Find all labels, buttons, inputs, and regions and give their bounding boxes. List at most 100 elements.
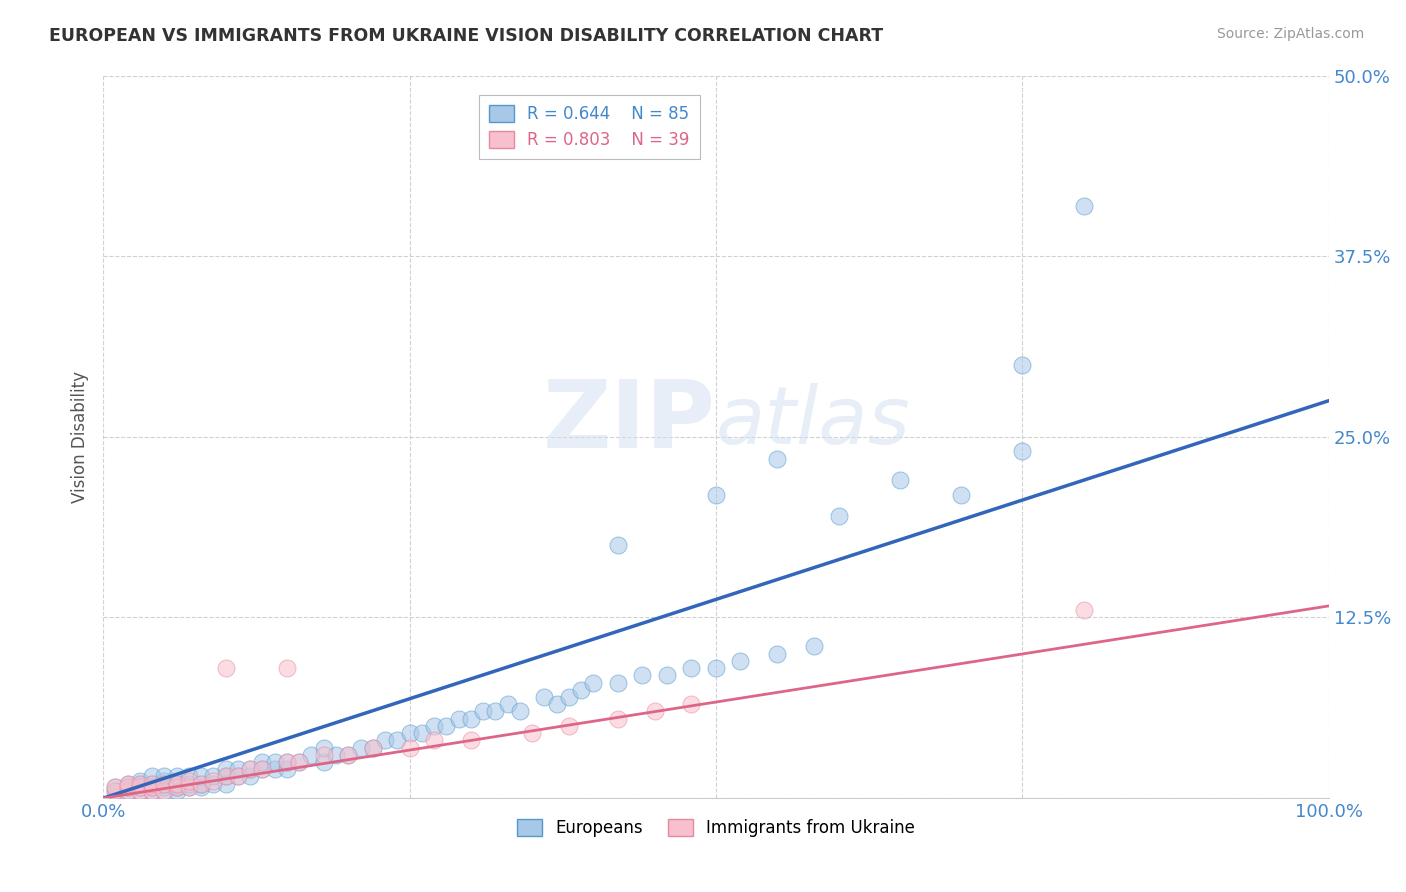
Point bbox=[129, 784, 152, 798]
Point bbox=[496, 697, 519, 711]
Point bbox=[215, 777, 238, 791]
Point bbox=[766, 451, 789, 466]
Point bbox=[252, 755, 274, 769]
Point bbox=[546, 697, 568, 711]
Point bbox=[337, 747, 360, 762]
Point bbox=[301, 747, 323, 762]
Point bbox=[606, 712, 628, 726]
Point bbox=[582, 675, 605, 690]
Point bbox=[827, 509, 849, 524]
Point bbox=[312, 755, 335, 769]
Point bbox=[1011, 444, 1033, 458]
Point bbox=[766, 647, 789, 661]
Point bbox=[177, 780, 200, 794]
Point bbox=[704, 661, 727, 675]
Point bbox=[484, 705, 506, 719]
Point bbox=[141, 769, 163, 783]
Text: ZIP: ZIP bbox=[543, 376, 716, 468]
Point bbox=[312, 747, 335, 762]
Point bbox=[129, 784, 152, 798]
Point bbox=[325, 747, 347, 762]
Point bbox=[387, 733, 409, 747]
Point bbox=[202, 777, 225, 791]
Point bbox=[117, 780, 139, 794]
Point bbox=[569, 682, 592, 697]
Point bbox=[239, 762, 262, 776]
Point bbox=[141, 777, 163, 791]
Point bbox=[263, 762, 285, 776]
Point bbox=[166, 777, 188, 791]
Point bbox=[803, 640, 825, 654]
Point bbox=[472, 705, 495, 719]
Point bbox=[644, 705, 666, 719]
Point bbox=[202, 773, 225, 788]
Point bbox=[423, 719, 446, 733]
Point bbox=[276, 762, 298, 776]
Point bbox=[104, 784, 127, 798]
Point bbox=[655, 668, 678, 682]
Point bbox=[276, 661, 298, 675]
Point bbox=[153, 784, 176, 798]
Point bbox=[117, 784, 139, 798]
Point bbox=[153, 777, 176, 791]
Point bbox=[117, 784, 139, 798]
Point bbox=[252, 762, 274, 776]
Point bbox=[533, 690, 555, 704]
Point bbox=[153, 777, 176, 791]
Point bbox=[153, 769, 176, 783]
Point bbox=[141, 777, 163, 791]
Point bbox=[129, 777, 152, 791]
Point bbox=[460, 712, 482, 726]
Point bbox=[398, 726, 420, 740]
Point bbox=[215, 769, 238, 783]
Point bbox=[190, 777, 212, 791]
Point bbox=[434, 719, 457, 733]
Point bbox=[447, 712, 470, 726]
Point bbox=[681, 661, 703, 675]
Text: EUROPEAN VS IMMIGRANTS FROM UKRAINE VISION DISABILITY CORRELATION CHART: EUROPEAN VS IMMIGRANTS FROM UKRAINE VISI… bbox=[49, 27, 883, 45]
Point bbox=[730, 654, 752, 668]
Point bbox=[104, 784, 127, 798]
Point bbox=[215, 661, 238, 675]
Point bbox=[950, 488, 973, 502]
Point bbox=[166, 780, 188, 794]
Point bbox=[361, 740, 384, 755]
Text: Source: ZipAtlas.com: Source: ZipAtlas.com bbox=[1216, 27, 1364, 41]
Point bbox=[681, 697, 703, 711]
Point bbox=[312, 740, 335, 755]
Point bbox=[190, 777, 212, 791]
Point bbox=[129, 780, 152, 794]
Point bbox=[166, 784, 188, 798]
Point bbox=[423, 733, 446, 747]
Point bbox=[1011, 358, 1033, 372]
Point bbox=[153, 784, 176, 798]
Point bbox=[520, 726, 543, 740]
Point bbox=[226, 769, 249, 783]
Text: atlas: atlas bbox=[716, 384, 911, 461]
Point bbox=[166, 777, 188, 791]
Point bbox=[558, 690, 581, 704]
Point bbox=[509, 705, 531, 719]
Point bbox=[177, 780, 200, 794]
Point bbox=[606, 538, 628, 552]
Point bbox=[190, 780, 212, 794]
Point bbox=[276, 755, 298, 769]
Point bbox=[141, 784, 163, 798]
Point bbox=[1073, 198, 1095, 212]
Point bbox=[177, 773, 200, 788]
Point bbox=[215, 762, 238, 776]
Point bbox=[889, 473, 911, 487]
Point bbox=[398, 740, 420, 755]
Point bbox=[288, 755, 311, 769]
Point bbox=[226, 769, 249, 783]
Point bbox=[288, 755, 311, 769]
Y-axis label: Vision Disability: Vision Disability bbox=[72, 371, 89, 503]
Point bbox=[558, 719, 581, 733]
Point bbox=[631, 668, 654, 682]
Point bbox=[141, 784, 163, 798]
Point bbox=[374, 733, 396, 747]
Point bbox=[104, 780, 127, 794]
Point bbox=[129, 777, 152, 791]
Point bbox=[141, 780, 163, 794]
Point bbox=[117, 777, 139, 791]
